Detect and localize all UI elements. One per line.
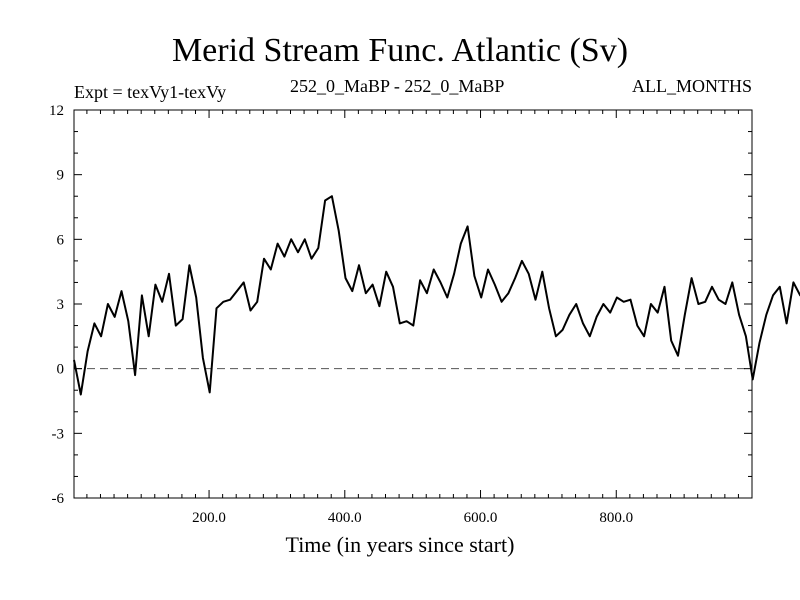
axis-tick-labels: 200.0 400.0 600.0 800.0 -6 -3 0 3 6 9 12 xyxy=(49,103,633,526)
x-axis-label: Time (in years since start) xyxy=(285,532,515,557)
x-tick-label: 400.0 xyxy=(328,510,362,526)
y-tick-label: 12 xyxy=(49,103,64,119)
y-tick-label: 3 xyxy=(57,297,65,313)
x-tick-label: 200.0 xyxy=(192,510,226,526)
series-line xyxy=(73,195,800,396)
chart-title: Merid Stream Func. Atlantic (Sv) xyxy=(171,32,629,69)
plot-frame xyxy=(73,109,753,499)
period-range-label: 252_0_MaBP - 252_0_MaBP xyxy=(290,76,505,96)
y-tick-label: 6 xyxy=(57,232,65,248)
y-tick-label: 0 xyxy=(57,362,65,378)
y-tick-label: -3 xyxy=(52,426,65,442)
x-tick-label: 800.0 xyxy=(599,510,633,526)
x-tick-label: 600.0 xyxy=(464,510,498,526)
y-tick-label: -6 xyxy=(52,491,65,507)
months-label: ALL_MONTHS xyxy=(632,76,752,96)
experiment-label: Expt = texVy1-texVy xyxy=(74,82,227,102)
y-tick-label: 9 xyxy=(57,168,65,184)
